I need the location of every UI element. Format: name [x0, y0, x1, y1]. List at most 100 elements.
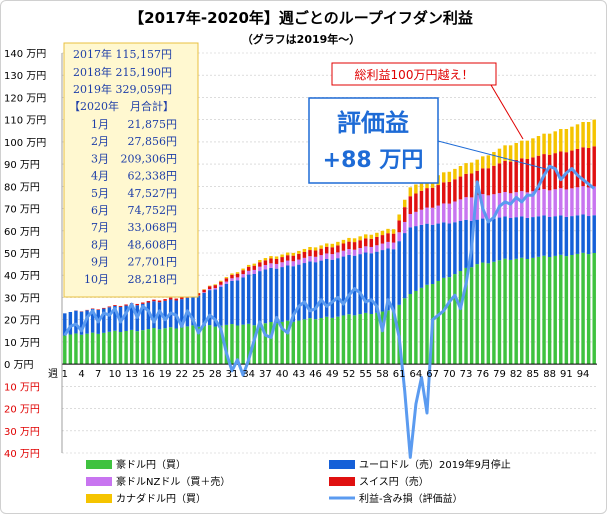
bar-2-week-30	[224, 283, 229, 325]
bar-3-week-27	[207, 289, 212, 291]
bar-2-week-68	[436, 223, 440, 281]
eval-callout-box	[308, 97, 439, 184]
bar-2-week-54	[358, 254, 362, 315]
bar-1-week-63	[408, 294, 413, 365]
month-label: 4月	[91, 170, 109, 183]
bar-5-week-59	[386, 228, 390, 234]
bar-2-week-58	[380, 250, 385, 312]
bar-2-week-90	[559, 215, 563, 255]
bar-3-week-71	[453, 201, 457, 223]
bar-2-week-53	[352, 255, 357, 316]
bar-1-week-89	[553, 255, 557, 365]
bar-2-week-13	[129, 304, 134, 330]
bar-3-week-26	[202, 292, 206, 293]
bar-3-week-88	[547, 190, 552, 217]
bar-2-week-39	[274, 268, 279, 324]
bar-4-week-18	[157, 300, 162, 303]
bar-2-week-89	[553, 216, 557, 256]
bar-1-week-55	[363, 312, 368, 365]
y-tick-label: 110 万円	[4, 116, 46, 127]
bar-2-week-34	[246, 274, 251, 324]
bar-3-week-57	[375, 245, 379, 252]
bar-5-week-37	[263, 258, 268, 261]
legend-item-6: 利益-含み損（評価益）	[329, 492, 463, 505]
bar-3-week-49	[330, 254, 335, 260]
bar-2-week-46	[313, 262, 318, 320]
bar-4-week-50	[336, 245, 340, 253]
bar-5-week-48	[324, 243, 329, 247]
y-tick-label: 120 万円	[4, 93, 46, 104]
bar-5-week-31	[230, 273, 234, 275]
bar-1-week-94	[581, 252, 585, 365]
x-tick-label: 88	[543, 369, 556, 380]
bar-1-week-16	[146, 329, 151, 365]
bar-1-week-56	[369, 314, 374, 365]
bar-3-week-48	[324, 253, 329, 259]
bar-5-week-49	[330, 243, 335, 248]
bar-2-week-40	[280, 267, 284, 322]
bar-1-week-78	[492, 261, 496, 365]
bar-2-week-66	[425, 223, 429, 285]
bar-5-week-61	[397, 214, 401, 221]
bar-2-week-28	[213, 289, 217, 327]
month-label: 2月	[91, 135, 109, 148]
bar-2-week-69	[442, 222, 446, 278]
bar-4-week-61	[397, 220, 401, 233]
eval-callout-title: 評価益	[337, 109, 409, 137]
bar-1-week-22	[180, 327, 184, 365]
bar-1-week-25	[196, 326, 201, 365]
bar-5-week-81	[508, 145, 513, 162]
bar-5-week-86	[536, 136, 541, 156]
bar-2-week-77	[486, 219, 491, 264]
bar-3-week-74	[469, 197, 474, 221]
bar-1-week-38	[269, 322, 273, 365]
bar-5-week-85	[531, 138, 535, 158]
bar-2-week-86	[536, 216, 541, 257]
bar-1-week-91	[564, 256, 569, 365]
bar-3-week-90	[559, 188, 563, 216]
bar-3-week-43	[297, 259, 301, 265]
bar-2-week-16	[146, 302, 151, 330]
bar-5-week-87	[542, 133, 546, 155]
bar-4-week-38	[269, 258, 273, 264]
y-tick-label: 130 万円	[4, 71, 46, 82]
bar-4-week-36	[258, 262, 262, 267]
legend-label: 豪ドルNZドル（買＋売）	[116, 475, 230, 488]
bar-1-week-84	[525, 259, 530, 365]
bar-2-week-52	[347, 254, 351, 315]
bar-4-week-84	[525, 159, 530, 193]
bar-2-week-37	[263, 269, 268, 324]
bar-1-week-75	[475, 264, 479, 365]
bar-2-week-61	[397, 241, 401, 305]
month-label: 3月	[91, 152, 109, 165]
bar-5-week-95	[586, 122, 591, 148]
x-tick-label: 85	[527, 369, 540, 380]
bar-4-week-16	[146, 301, 151, 303]
bar-3-week-64	[414, 211, 418, 227]
bar-1-week-60	[391, 311, 396, 365]
bar-3-week-38	[269, 263, 273, 268]
bar-4-week-71	[453, 179, 457, 202]
bar-1-week-27	[207, 325, 212, 365]
bar-2-week-56	[369, 253, 374, 314]
bar-1-week-77	[486, 263, 491, 365]
bar-4-week-77	[486, 168, 491, 196]
bar-3-week-61	[397, 232, 401, 242]
bar-4-week-90	[559, 151, 563, 189]
y-tick-label: 20 万円	[4, 316, 40, 327]
monthly-header: 【2020年 月合計】	[69, 99, 174, 113]
bar-1-week-19	[163, 328, 167, 365]
y-tick-label: 20 万円	[4, 405, 40, 416]
bar-2-week-29	[219, 286, 223, 326]
bar-1-week-86	[536, 256, 541, 365]
bar-1-week-11	[118, 332, 123, 365]
bar-2-week-8	[102, 308, 106, 333]
month-value: 27,856円	[128, 135, 178, 148]
bar-4-week-85	[531, 157, 535, 192]
x-axis-ticks: 週 1 4 7 10 13 16 19 22 25 28 31 34 37 40 43 46 49 52 55 58 61…	[48, 368, 589, 380]
bar-4-week-42	[291, 255, 296, 262]
bar-1-week-9	[107, 331, 112, 365]
bar-3-week-60	[391, 242, 396, 250]
bar-1-week-83	[520, 257, 524, 365]
x-tick-label: 28	[209, 369, 222, 380]
